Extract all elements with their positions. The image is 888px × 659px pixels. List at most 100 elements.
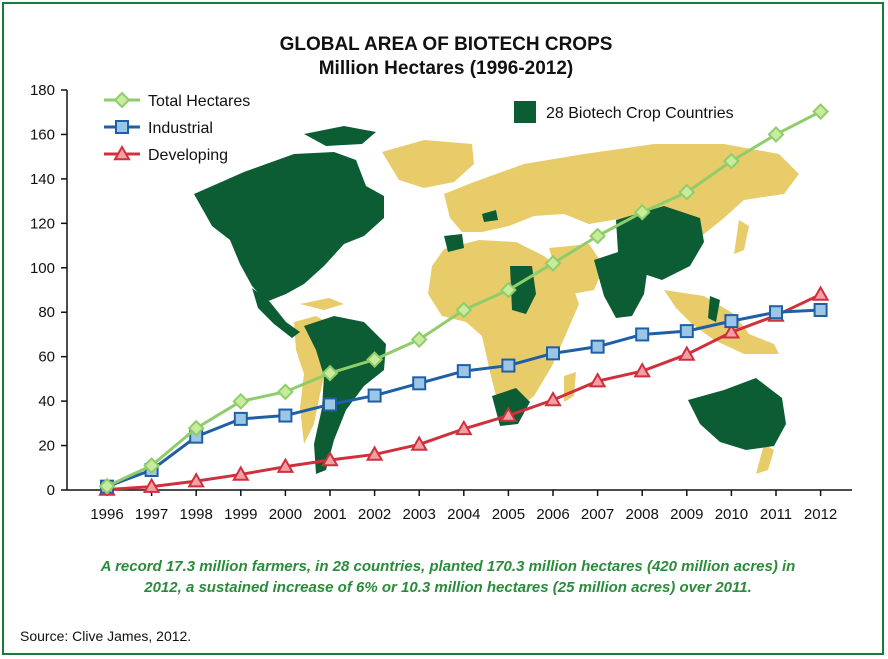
map-spain: [444, 234, 464, 252]
data-point-total-hectares: [544, 254, 562, 272]
data-point-total-hectares: [455, 301, 473, 319]
legend-item-total-hectares: Total Hectares: [104, 91, 250, 110]
data-point-total-hectares: [143, 457, 161, 474]
source-note: Source: Clive James, 2012.: [20, 628, 192, 644]
chart-canvas: GLOBAL AREA OF BIOTECH CROPS Million Hec…: [30, 34, 852, 523]
data-point-developing: [365, 445, 384, 461]
legend-marker: [115, 120, 129, 134]
data-point-total-hectares: [767, 126, 785, 143]
data-point-industrial: [635, 327, 650, 342]
x-tick-label: 1996: [90, 506, 123, 523]
map-caribbean: [300, 298, 344, 310]
map-europe-asia: [444, 144, 799, 244]
data-point-total-hectares: [678, 183, 696, 201]
y-tick-label: 60: [38, 349, 55, 366]
data-point-total-hectares: [589, 227, 607, 245]
map-australia: [688, 378, 786, 450]
data-point-total-hectares: [633, 203, 651, 221]
x-tick-label: 2010: [715, 506, 748, 523]
data-point-industrial: [367, 388, 382, 403]
legend-marker: [113, 144, 131, 161]
series-developing: [98, 285, 830, 496]
data-point-total-hectares: [722, 152, 740, 170]
data-point-industrial: [233, 411, 248, 426]
data-point-industrial: [501, 358, 516, 373]
data-point-developing: [142, 477, 161, 493]
map-madagascar: [564, 372, 576, 402]
map-south-america: [304, 316, 386, 474]
y-tick-label: 80: [38, 304, 55, 321]
data-point-total-hectares: [276, 383, 294, 401]
data-point-developing: [811, 285, 830, 301]
x-ticks: 1996 1997 1998 1999 2000 2001 2002 2003 2004 2005…: [90, 490, 837, 523]
legend-label: Total Hectares: [148, 93, 250, 110]
x-tick-label: 2003: [403, 506, 436, 523]
x-tick-label: 2004: [447, 506, 480, 523]
series-industrial: [100, 303, 828, 494]
map-mexico: [252, 288, 300, 338]
data-point-total-hectares: [812, 103, 830, 120]
series-layer: [98, 103, 830, 496]
data-point-industrial: [323, 397, 337, 412]
map-africa: [428, 240, 579, 412]
data-point-developing: [678, 345, 696, 361]
data-point-industrial: [724, 314, 739, 329]
data-point-total-hectares: [98, 477, 116, 495]
legend-label: Developing: [148, 147, 228, 164]
x-tick-label: 2009: [670, 506, 703, 523]
map-greenland: [382, 140, 474, 188]
y-tick-label: 140: [30, 171, 55, 188]
data-point-industrial: [278, 408, 293, 423]
y-tick-label: 0: [47, 482, 55, 499]
data-point-developing: [321, 450, 339, 467]
data-point-industrial: [679, 324, 694, 339]
data-point-total-hectares: [410, 331, 428, 348]
map-north-america: [194, 152, 384, 302]
map-china: [616, 206, 704, 280]
data-point-developing: [455, 419, 473, 436]
data-point-developing: [276, 457, 295, 473]
x-tick-label: 2005: [492, 506, 525, 523]
data-point-developing: [187, 472, 205, 488]
data-point-industrial: [813, 303, 828, 317]
x-tick-label: 1999: [224, 506, 257, 523]
x-tick-label: 2006: [536, 506, 569, 523]
x-tick-label: 2008: [626, 506, 659, 523]
chart-legend: Total Hectares Industrial Developing: [104, 91, 250, 164]
map-czech-portugal: [482, 210, 498, 222]
data-point-developing: [633, 362, 651, 378]
data-point-industrial: [590, 339, 605, 354]
map-legend-swatch: [514, 101, 536, 123]
x-tick-label: 2002: [358, 506, 391, 523]
data-point-industrial: [456, 364, 471, 379]
data-point-total-hectares: [366, 351, 384, 368]
legend-marker: [113, 91, 131, 109]
caption-line-2: 2012, a sustained increase of 6% or 10.3…: [144, 579, 752, 596]
data-point-total-hectares: [187, 419, 205, 437]
data-point-developing: [499, 406, 518, 422]
chart-subtitle: Million Hectares (1996-2012): [319, 58, 574, 79]
caption: A record 17.3 million farmers, in 28 cou…: [18, 556, 878, 598]
world-map: [194, 126, 799, 474]
data-point-developing: [410, 435, 428, 451]
series-total-hectares: [98, 103, 830, 495]
map-nz: [756, 444, 774, 474]
data-point-total-hectares: [321, 364, 339, 382]
data-point-developing: [232, 465, 250, 481]
y-tick-label: 160: [30, 126, 55, 143]
data-point-industrial: [769, 305, 783, 320]
map-canada-islands: [304, 126, 376, 146]
legend-item-industrial: Industrial: [104, 120, 213, 137]
map-legend: 28 Biotech Crop Countries: [514, 101, 734, 123]
map-legend-label: 28 Biotech Crop Countries: [546, 105, 734, 122]
map-philippines: [708, 296, 720, 322]
map-japan: [734, 220, 749, 254]
x-tick-label: 2012: [804, 506, 837, 523]
y-tick-label: 100: [30, 260, 55, 277]
data-point-industrial: [546, 346, 560, 361]
y-tick-label: 20: [38, 438, 55, 455]
legend-label: Industrial: [148, 120, 213, 137]
y-ticks: 0 20 40 60 80 100 120 140 160 180: [30, 82, 67, 499]
